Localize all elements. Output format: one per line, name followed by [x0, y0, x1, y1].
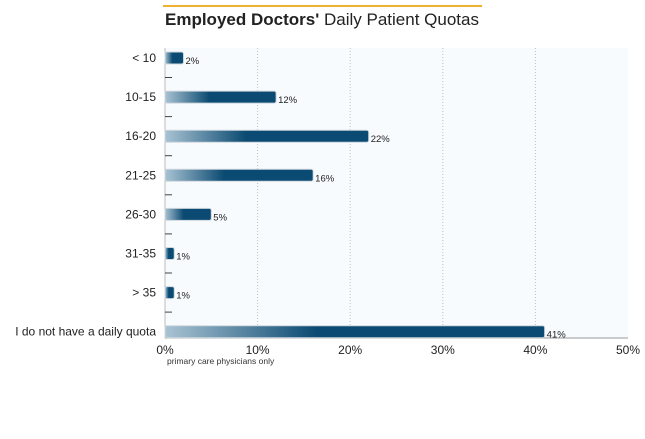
title-rule: [163, 5, 482, 7]
data-label: 41%: [547, 330, 567, 341]
x-tick-label: 40%: [523, 343, 547, 357]
category-label: < 10: [132, 51, 156, 65]
bar: [164, 207, 212, 221]
bar: [164, 129, 370, 143]
category-label: 21-25: [125, 168, 156, 182]
category-label: > 35: [132, 286, 156, 300]
category-label: 26-30: [125, 207, 156, 221]
data-label: 16%: [315, 173, 335, 184]
data-label: 12%: [278, 95, 298, 106]
bar: [164, 325, 546, 339]
bar: [164, 286, 175, 300]
chart-note: primary care physicians only: [167, 356, 275, 366]
data-label: 2%: [186, 56, 200, 67]
data-label: 1%: [176, 252, 190, 263]
title-bold: Employed Doctors': [165, 10, 320, 29]
data-label: 22%: [371, 134, 391, 145]
x-tick-label: 20%: [338, 343, 362, 357]
x-tick-label: 50%: [616, 343, 640, 357]
bar: [164, 247, 175, 260]
x-tick-label: 10%: [246, 343, 270, 357]
bar: [164, 168, 314, 182]
bar: [164, 90, 277, 104]
title-rest: Daily Patient Quotas: [323, 10, 479, 29]
category-label: 31-35: [125, 247, 156, 261]
chart-title: Employed Doctors' Daily Patient Quotas: [165, 10, 479, 30]
x-tick-label: 30%: [431, 343, 455, 357]
category-label: I do not have a daily quota: [15, 325, 156, 339]
category-label: 16-20: [125, 129, 156, 143]
category-label: 10-15: [125, 90, 156, 104]
data-label: 5%: [213, 212, 227, 223]
bar: [164, 51, 185, 65]
data-label: 1%: [176, 291, 190, 302]
x-tick-label: 0%: [156, 343, 174, 357]
